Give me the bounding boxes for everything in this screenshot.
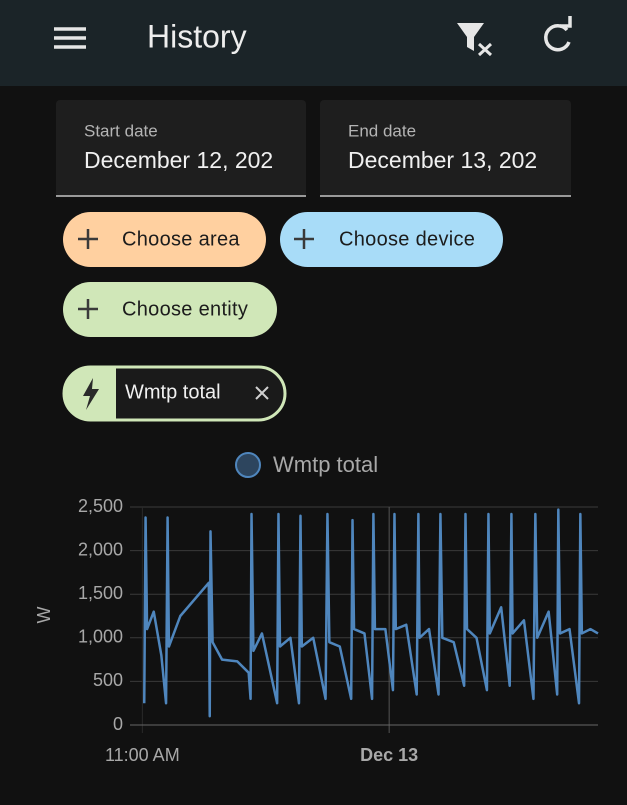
y-tick-label: 2,500 xyxy=(78,496,123,516)
end-date-field[interactable]: End date December 13, 202 xyxy=(320,100,571,197)
choose-entity-chip[interactable]: Choose entity xyxy=(63,282,277,337)
header-bar xyxy=(0,0,627,86)
start-date-field[interactable]: Start date December 12, 202 xyxy=(56,100,306,197)
chip-label: Wmtp total xyxy=(125,381,221,403)
chip-label: Choose area xyxy=(122,228,240,250)
choose-device-chip[interactable]: Choose device xyxy=(280,212,503,267)
y-axis-title: W xyxy=(34,607,54,624)
y-tick-label: 1,500 xyxy=(78,583,123,603)
start-date-label: Start date xyxy=(84,121,158,140)
refresh-button[interactable] xyxy=(544,16,572,52)
legend-item[interactable]: Wmtp total xyxy=(235,452,378,478)
end-date-value: December 13, 202 xyxy=(348,147,537,173)
legend-marker xyxy=(235,452,261,478)
plot-area: 0 500 1,000 1,500 2,000 2,500 11:00 AM Dec 13 xyxy=(78,496,599,765)
y-tick-label: 0 xyxy=(113,714,123,734)
x-tick-label: 11:00 AM xyxy=(105,745,180,765)
x-tick-label: Dec 13 xyxy=(360,745,418,765)
page-title: History xyxy=(147,18,247,54)
clear-filter-button[interactable] xyxy=(457,23,493,57)
chip-label: Choose device xyxy=(339,228,475,250)
chip-label: Choose entity xyxy=(122,298,248,320)
end-date-label: End date xyxy=(348,121,416,140)
start-date-value: December 12, 202 xyxy=(84,147,273,173)
data-line xyxy=(142,508,599,718)
y-tick-label: 1,000 xyxy=(78,627,123,647)
menu-button[interactable] xyxy=(54,27,86,49)
remove-icon xyxy=(255,386,269,400)
y-tick-label: 2,000 xyxy=(78,539,123,559)
choose-area-chip[interactable]: Choose area xyxy=(63,212,266,267)
selected-entity-chip[interactable]: Wmtp total xyxy=(62,365,287,422)
legend-label: Wmtp total xyxy=(273,452,378,477)
y-tick-label: 500 xyxy=(93,670,123,690)
